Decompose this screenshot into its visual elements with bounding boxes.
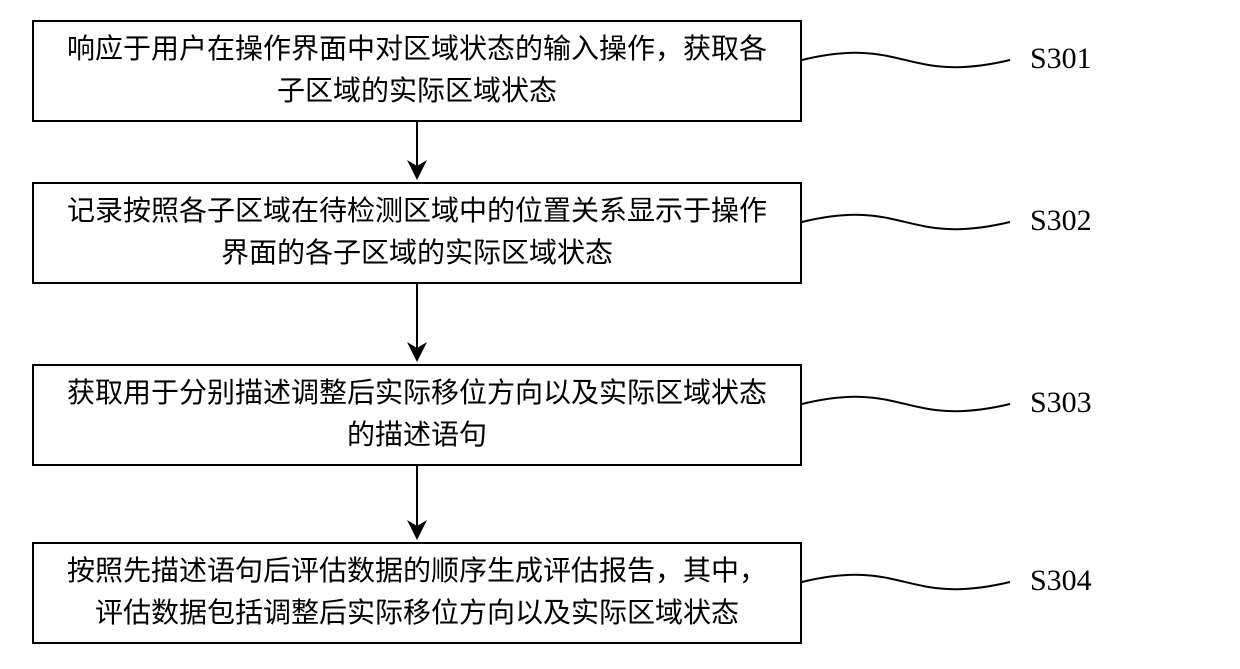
- flowchart-canvas: 响应于用户在操作界面中对区域状态的输入操作，获取各 子区域的实际区域状态 记录按…: [0, 0, 1240, 669]
- flow-arrow-1: [0, 0, 1240, 669]
